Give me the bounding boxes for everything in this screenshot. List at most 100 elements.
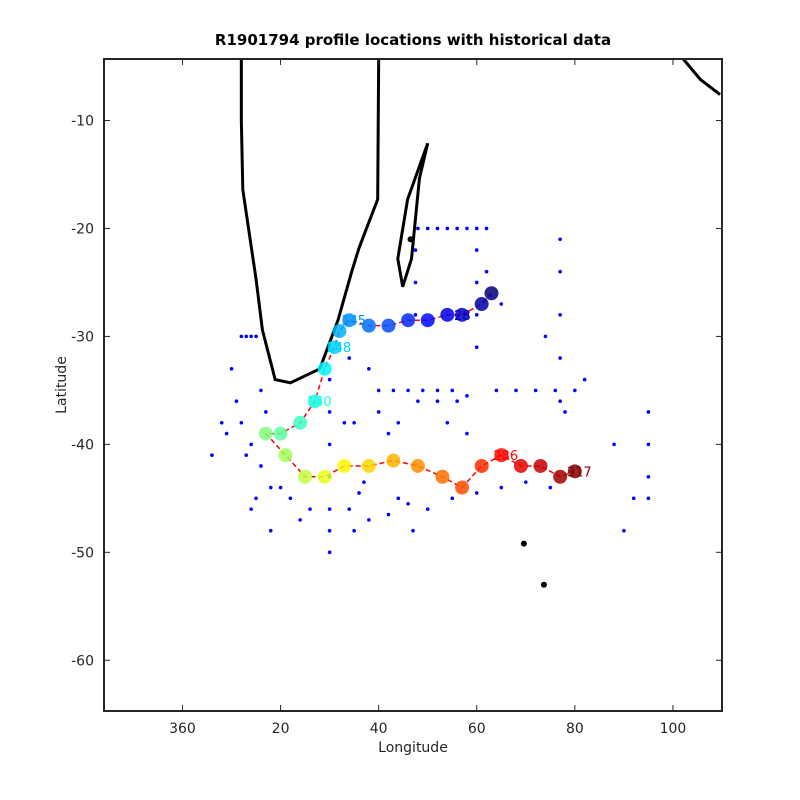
y-tick-label: -10 xyxy=(71,114,94,130)
historical-point xyxy=(553,388,558,393)
historical-point xyxy=(327,410,332,414)
y-tick-label: -40 xyxy=(71,437,94,453)
y-tick-label: -50 xyxy=(71,545,94,561)
historical-point xyxy=(533,388,538,393)
historical-point xyxy=(413,313,418,317)
historical-point xyxy=(450,496,455,501)
profile-point xyxy=(327,340,342,355)
y-tick-label: -60 xyxy=(71,653,94,669)
historical-point xyxy=(416,399,420,403)
historical-point xyxy=(327,442,332,447)
x-tick-label: 80 xyxy=(566,721,584,737)
profile-label: 317 xyxy=(567,465,592,480)
historical-point xyxy=(249,507,253,511)
historical-point xyxy=(474,313,479,317)
historical-point xyxy=(327,507,332,511)
profile-point xyxy=(293,415,308,430)
historical-point xyxy=(558,399,562,403)
historical-point xyxy=(558,356,562,360)
historical-point xyxy=(514,388,518,393)
coastline xyxy=(239,59,381,385)
profile-point xyxy=(455,480,470,495)
historical-point xyxy=(327,528,332,533)
profile-point xyxy=(455,307,470,322)
historical-point xyxy=(406,388,410,393)
historical-point xyxy=(474,226,479,231)
historical-point xyxy=(465,431,469,436)
profile-label: 148 xyxy=(327,341,352,356)
historical-point xyxy=(474,248,479,252)
historical-point xyxy=(396,496,401,501)
historical-point xyxy=(244,453,249,457)
profile-point xyxy=(474,458,489,473)
historical-point xyxy=(494,388,499,393)
historical-point xyxy=(411,528,415,533)
island xyxy=(520,540,527,547)
historical-point xyxy=(396,420,401,425)
historical-point xyxy=(435,226,440,231)
historical-point xyxy=(367,518,371,522)
historical-point xyxy=(558,313,562,317)
profile-point xyxy=(553,469,568,484)
historical-point xyxy=(347,507,352,511)
historical-point xyxy=(646,474,651,479)
historical-point xyxy=(386,512,391,517)
historical-point xyxy=(406,501,410,506)
historical-point xyxy=(264,410,268,414)
historical-point xyxy=(450,388,455,393)
coastline xyxy=(396,142,430,288)
profile-point xyxy=(361,458,376,473)
profile-label: 145 xyxy=(341,314,366,329)
historical-point xyxy=(465,226,469,231)
historical-point xyxy=(543,334,548,339)
historical-point xyxy=(367,367,371,371)
historical-point xyxy=(219,420,224,425)
historical-point xyxy=(278,485,283,490)
historical-point xyxy=(573,388,577,393)
profile-point xyxy=(533,458,548,473)
island xyxy=(540,581,547,588)
y-tick-label: -20 xyxy=(71,221,94,237)
x-tick-label: 60 xyxy=(468,721,486,737)
historical-point xyxy=(249,334,253,339)
profile-label: 286 xyxy=(493,449,518,464)
historical-point xyxy=(445,226,450,231)
profile-label: 140 xyxy=(307,395,332,410)
historical-point xyxy=(558,237,562,242)
historical-point xyxy=(646,496,651,501)
historical-point xyxy=(347,356,352,360)
x-tick-label: 360 xyxy=(169,721,196,737)
historical-point xyxy=(239,334,244,339)
historical-point xyxy=(612,442,616,447)
x-tick-label: 20 xyxy=(272,721,290,737)
profile-point xyxy=(494,448,509,463)
historical-point xyxy=(352,420,356,425)
historical-point xyxy=(376,388,381,393)
y-axis-label: Latitude xyxy=(54,356,70,414)
profile-point xyxy=(410,458,425,473)
profile-point xyxy=(337,458,352,473)
historical-point xyxy=(413,248,418,252)
profile-point xyxy=(258,426,273,441)
historical-point xyxy=(391,388,396,393)
historical-point xyxy=(327,377,332,382)
historical-point xyxy=(499,302,504,306)
historical-point xyxy=(342,420,347,425)
profile-point xyxy=(361,318,376,333)
island xyxy=(407,236,414,243)
profile-point xyxy=(332,324,347,339)
profile-point xyxy=(273,426,288,441)
historical-point xyxy=(474,280,479,285)
x-tick-label: 40 xyxy=(370,721,388,737)
historical-point xyxy=(474,491,479,495)
historical-point xyxy=(224,431,229,436)
profile-point xyxy=(513,458,528,473)
historical-point xyxy=(234,399,239,403)
historical-point xyxy=(259,464,263,468)
historical-point xyxy=(210,453,214,457)
historical-point xyxy=(416,226,420,231)
coastline xyxy=(682,59,721,96)
historical-point xyxy=(386,431,391,436)
historical-point xyxy=(563,410,567,414)
